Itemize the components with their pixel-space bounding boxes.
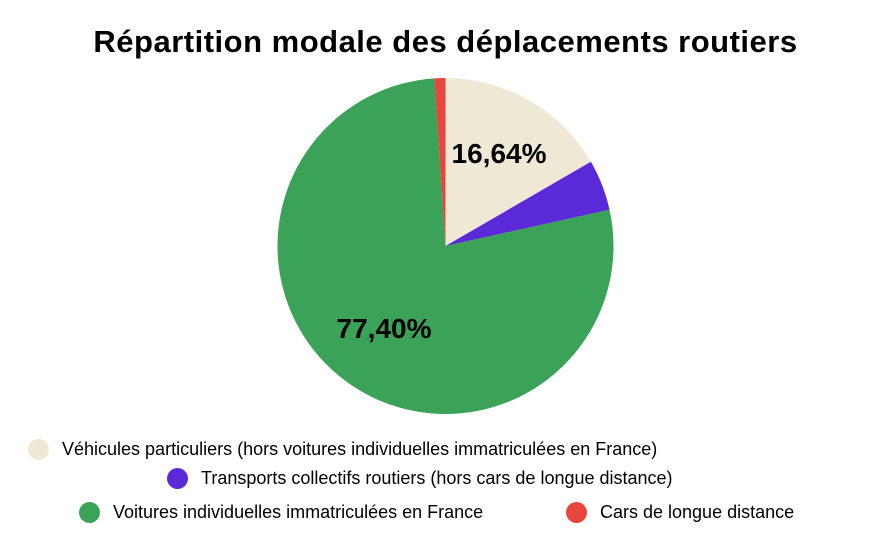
legend-swatch-voitures-individuelles-icon <box>79 501 100 523</box>
pie-label-vehicules-particuliers: 16,64% <box>451 138 547 169</box>
legend-item-voitures-individuelles: Voitures individuelles immatriculées en … <box>79 501 483 523</box>
legend-item-cars-longue-distance: Cars de longue distance <box>566 501 794 523</box>
legend-label-voitures-individuelles: Voitures individuelles immatriculées en … <box>113 501 484 522</box>
legend-label-cars-longue-distance: Cars de longue distance <box>600 501 795 522</box>
legend-item-transports-collectifs: Transports collectifs routiers (hors car… <box>167 467 673 489</box>
legend-label-transports-collectifs: Transports collectifs routiers (hors car… <box>201 467 673 488</box>
pie-slice-cars-longue-distance <box>434 77 446 246</box>
legend-swatch-transports-collectifs-icon <box>167 467 188 489</box>
legend-item-vehicules-particuliers: Véhicules particuliers (hors voitures in… <box>28 438 657 460</box>
pie-slice-vehicules-particuliers <box>445 78 591 246</box>
pie-label-voitures-individuelles: 77,40% <box>336 313 432 344</box>
pie-slice-transports-collectifs <box>445 161 610 246</box>
legend-swatch-cars-longue-distance-icon <box>566 501 587 523</box>
pie-slice-voitures-individuelles <box>277 78 614 414</box>
legend-label-vehicules-particuliers: Véhicules particuliers (hors voitures in… <box>62 438 658 459</box>
chart-title: Répartition modale des déplacements rout… <box>93 24 798 59</box>
legend-swatch-vehicules-particuliers-icon <box>28 438 49 460</box>
